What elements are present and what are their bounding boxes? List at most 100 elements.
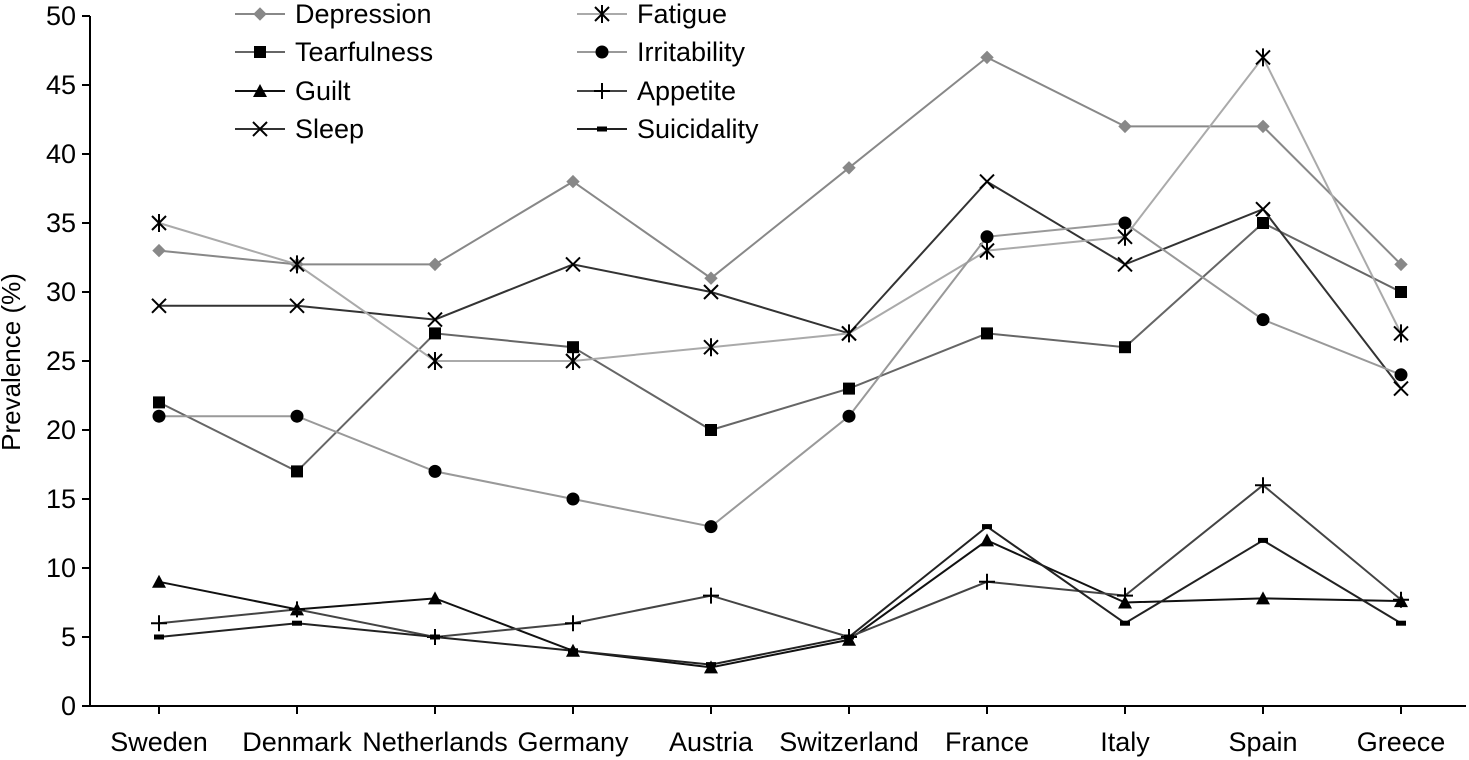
x-tick-label-denmark: Denmark [242,727,352,757]
data-point-fatigue [427,352,443,370]
data-point-sleep [427,311,443,328]
x-tick-label-sweden: Sweden [110,727,208,757]
legend-item-sleep: Sleep [235,114,364,144]
data-point-appetite [289,601,305,618]
data-point-sleep [1255,201,1271,217]
data-point-suicidality [292,620,302,626]
legend-marker-tearfulness [254,46,266,58]
data-point-sleep [979,173,995,190]
data-point-irritability [1118,216,1132,230]
legend-label-appetite: Appetite [637,76,736,106]
series-layer [151,48,1409,674]
y-ticks: 0 5 10 15 20 25 30 35 40 45 50 [46,1,90,721]
data-point-depression [704,271,718,285]
legend-item-irritability: Irritability [577,37,746,67]
data-point-appetite [1255,477,1271,494]
data-point-fatigue [151,214,167,232]
data-point-depression [1394,257,1408,272]
data-point-fatigue [703,338,719,357]
series-guilt [152,533,1408,674]
data-point-sleep [289,298,305,314]
series-tearfulness [153,217,1407,478]
y-tick-label: 10 [46,553,76,583]
data-point-irritability [1256,313,1270,327]
y-tick-label: 15 [46,484,76,514]
data-point-irritability [290,409,304,423]
y-axis-title: Prevalence (%) [0,273,26,451]
data-point-guilt [980,533,994,547]
data-point-tearfulness [981,327,993,340]
legend-label-fatigue: Fatigue [637,0,727,29]
data-point-suicidality [430,634,440,640]
y-tick-label: 35 [46,208,76,238]
data-point-sleep [565,256,581,273]
data-point-suicidality [1258,537,1268,543]
legend-label-guilt: Guilt [295,76,351,106]
legend-marker-fatigue [594,5,610,23]
data-point-suicidality [568,648,578,654]
data-point-irritability [428,464,442,478]
data-point-fatigue [979,241,995,260]
x-tick-label-france: France [945,727,1029,757]
data-point-depression [842,161,856,175]
data-point-tearfulness [1119,341,1131,354]
data-point-irritability [152,409,166,423]
series-sleep [151,173,1409,397]
legend-marker-irritability [595,45,609,59]
legend: Depression Tearfulness Guilt Sleep Fatigue Ir… [235,0,759,144]
data-point-appetite [703,587,719,604]
data-point-depression [428,257,442,272]
data-point-fatigue [1393,324,1409,343]
x-tick-label-spain: Spain [1228,727,1297,757]
data-point-appetite [1117,587,1133,604]
data-point-irritability [704,520,718,534]
data-point-depression [566,174,580,189]
series-depression [152,50,1408,285]
legend-label-depression: Depression [295,0,432,29]
data-point-suicidality [154,634,164,640]
data-point-tearfulness [1395,286,1407,298]
legend-marker-depression [253,7,267,21]
legend-marker-guilt [253,84,267,97]
data-point-guilt [428,591,442,605]
data-point-irritability [842,409,856,423]
data-point-fatigue [841,324,857,343]
series-line-guilt [158,539,1402,669]
data-point-suicidality [844,634,854,640]
x-tick-label-austria: Austria [669,727,754,757]
y-tick-label: 20 [46,415,76,445]
data-point-appetite [1393,591,1409,608]
series-fatigue [151,48,1409,370]
data-point-tearfulness [153,396,165,409]
data-point-sleep [703,284,719,300]
y-tick-label: 40 [46,139,76,169]
series-appetite [151,477,1409,645]
legend-item-depression: Depression [235,0,432,29]
data-point-appetite [565,615,581,632]
y-tick-label: 30 [46,277,76,307]
data-point-fatigue [1117,227,1133,246]
series-line-appetite [158,483,1402,639]
y-tick-label: 5 [61,622,76,652]
series-line-fatigue [158,55,1402,362]
x-tick-label-netherlands: Netherlands [362,727,508,757]
data-point-tearfulness [843,382,855,395]
x-tick-label-greece: Greece [1357,727,1446,757]
data-point-fatigue [1255,48,1271,67]
legend-marker-sleep [252,121,268,137]
legend-item-guilt: Guilt [235,76,351,106]
legend-label-tearfulness: Tearfulness [295,37,433,67]
series-irritability [152,216,1408,534]
y-tick-label: 50 [46,1,76,31]
legend-item-fatigue: Fatigue [577,0,727,29]
data-point-sleep [151,298,167,314]
series-line-suicidality [158,525,1402,666]
data-point-suicidality [982,524,992,530]
y-tick-label: 45 [46,70,76,100]
data-point-suicidality [1120,620,1130,626]
data-point-irritability [1394,368,1408,382]
data-point-tearfulness [1257,217,1269,229]
legend-item-suicidality: Suicidality [577,114,759,144]
x-tick-label-switzerland: Switzerland [779,727,919,757]
